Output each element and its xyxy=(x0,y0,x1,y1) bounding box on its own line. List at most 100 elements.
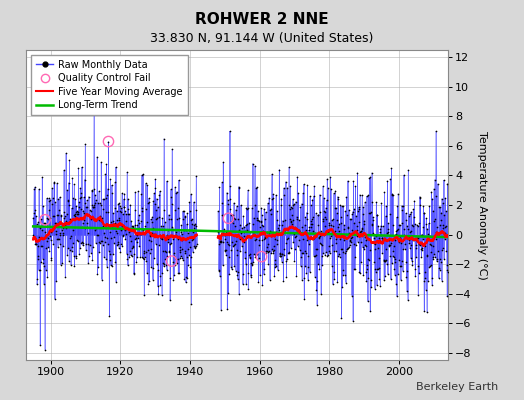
Point xyxy=(180,208,188,214)
Point xyxy=(97,202,106,208)
Point xyxy=(158,270,166,276)
Point xyxy=(311,274,319,280)
Point xyxy=(154,291,162,297)
Point xyxy=(350,206,358,212)
Point xyxy=(402,288,411,294)
Point xyxy=(240,224,248,230)
Point xyxy=(277,251,286,258)
Point xyxy=(253,250,261,257)
Point xyxy=(231,241,239,247)
Point xyxy=(91,227,100,234)
Point xyxy=(391,231,400,237)
Point xyxy=(363,262,371,268)
Point xyxy=(336,246,345,252)
Point xyxy=(262,232,270,239)
Point xyxy=(272,241,281,248)
Point xyxy=(268,248,277,254)
Point xyxy=(333,216,341,223)
Point xyxy=(322,249,331,255)
Point xyxy=(399,268,407,274)
Point xyxy=(124,206,133,212)
Point xyxy=(413,222,421,228)
Point xyxy=(335,250,344,257)
Point xyxy=(333,210,341,216)
Point xyxy=(219,230,227,236)
Point xyxy=(263,244,271,250)
Point xyxy=(411,273,419,280)
Point xyxy=(39,260,48,266)
Point xyxy=(411,266,420,273)
Point xyxy=(311,253,320,259)
Point xyxy=(355,191,364,198)
Point xyxy=(257,212,266,218)
Point xyxy=(289,239,298,246)
Point xyxy=(58,227,66,233)
Point xyxy=(256,272,264,279)
Point xyxy=(376,229,384,236)
Point xyxy=(378,234,386,241)
Point xyxy=(404,167,412,173)
Point xyxy=(106,176,115,183)
Point xyxy=(351,183,359,190)
Point xyxy=(252,252,260,258)
Point xyxy=(421,275,429,281)
Point xyxy=(299,250,308,256)
Point xyxy=(172,255,181,262)
Point xyxy=(228,266,236,273)
Point xyxy=(116,241,125,248)
Point xyxy=(235,185,243,192)
Point xyxy=(239,238,248,245)
Point xyxy=(70,181,78,188)
Point xyxy=(84,241,92,248)
Point xyxy=(233,203,241,210)
Point xyxy=(334,224,343,230)
Point xyxy=(286,216,294,222)
Point xyxy=(367,170,376,176)
Point xyxy=(67,262,75,268)
Point xyxy=(287,218,296,224)
Point xyxy=(361,234,369,240)
Point xyxy=(161,236,170,243)
Point xyxy=(298,250,307,256)
Point xyxy=(301,214,310,220)
Point xyxy=(327,233,335,240)
Point xyxy=(37,243,46,250)
Point xyxy=(190,222,198,228)
Point xyxy=(269,194,277,201)
Point xyxy=(165,212,173,218)
Point xyxy=(234,216,242,222)
Point xyxy=(49,213,57,219)
Point xyxy=(178,231,186,238)
Point xyxy=(245,251,253,258)
Point xyxy=(280,227,289,233)
Point xyxy=(425,203,434,209)
Point xyxy=(78,238,86,245)
Point xyxy=(379,237,387,243)
Point xyxy=(181,213,189,219)
Point xyxy=(46,214,54,221)
Point xyxy=(227,264,235,270)
Point xyxy=(282,255,291,262)
Point xyxy=(169,259,177,265)
Point xyxy=(252,236,260,242)
Point xyxy=(323,176,331,182)
Point xyxy=(84,193,93,200)
Point xyxy=(247,272,256,278)
Point xyxy=(80,217,89,223)
Point xyxy=(147,216,155,222)
Point xyxy=(85,252,93,259)
Point xyxy=(278,258,286,265)
Point xyxy=(144,246,152,253)
Point xyxy=(42,266,50,273)
Point xyxy=(132,235,140,242)
Point xyxy=(370,246,379,252)
Point xyxy=(33,276,41,282)
Point xyxy=(69,252,78,259)
Point xyxy=(370,286,379,292)
Point xyxy=(301,248,309,254)
Point xyxy=(403,268,411,274)
Point xyxy=(296,229,304,235)
Point xyxy=(217,212,226,218)
Point xyxy=(110,240,118,246)
Point xyxy=(365,210,373,216)
